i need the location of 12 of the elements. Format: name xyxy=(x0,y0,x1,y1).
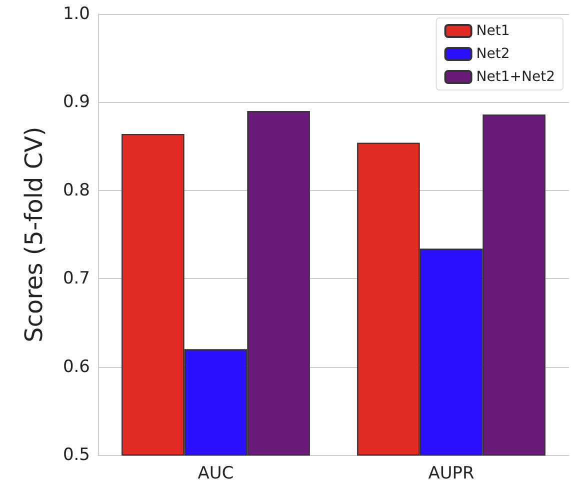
y-tick-label: 0.9 xyxy=(62,92,90,112)
y-tick-label: 0.6 xyxy=(62,356,90,377)
y-tick-label: 0.8 xyxy=(62,180,90,200)
y-axis-title: Scores (5-fold CV) xyxy=(20,126,48,342)
x-tick-label: AUC xyxy=(198,464,234,484)
y-tick-label: 0.7 xyxy=(62,268,90,289)
y-tick-label: 0.5 xyxy=(62,445,90,465)
legend-label: Net2 xyxy=(476,46,510,62)
legend-label: Net1 xyxy=(476,23,510,39)
x-tick-label: AUPR xyxy=(428,464,475,484)
y-tick-label: 1.0 xyxy=(62,4,90,24)
legend-label: Net1+Net2 xyxy=(476,69,556,85)
